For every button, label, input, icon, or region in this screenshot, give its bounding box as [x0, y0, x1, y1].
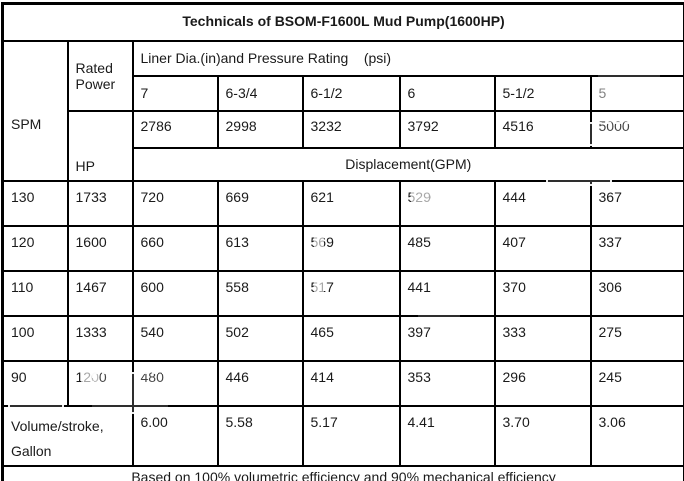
- displacement-value-cell: 485: [398, 224, 496, 272]
- volume-stroke-value-cell: 5.17: [301, 404, 401, 468]
- displacement-value-cell: 407: [493, 224, 592, 272]
- table-title: Technicals of BSOM-F1600L Mud Pump(1600H…: [1, 2, 684, 42]
- pressure-cell: 4516: [493, 109, 592, 149]
- spm-value-cell: 130: [1, 179, 69, 227]
- displacement-value-cell: 370: [493, 269, 592, 317]
- displacement-value-cell: 660: [131, 224, 219, 272]
- hp-value-cell: 1733: [66, 179, 134, 227]
- pressure-cell: 3232: [301, 109, 401, 149]
- volume-stroke-value-cell: 3.06: [589, 404, 684, 468]
- displacement-value-cell: 296: [493, 359, 592, 407]
- displacement-value-cell: 333: [493, 314, 592, 362]
- displacement-value-cell: 367: [589, 179, 684, 227]
- pressure-cell: 2998: [216, 109, 304, 149]
- rated-power-header-cell: Rated Power: [66, 39, 134, 112]
- displacement-value-cell: 621: [301, 179, 401, 227]
- displacement-value-cell: 353: [398, 359, 496, 407]
- displacement-value-cell: 441: [398, 269, 496, 317]
- volume-stroke-value-cell: 4.41: [398, 404, 496, 468]
- displacement-value-cell: 306: [589, 269, 684, 317]
- displacement-value-cell: 414: [301, 359, 401, 407]
- hp-value-cell: 1600: [66, 224, 134, 272]
- pressure-cell: 3792: [398, 109, 496, 149]
- displacement-value-cell: 502: [216, 314, 304, 362]
- displacement-value-cell: 480: [131, 359, 219, 407]
- spm-value-cell: 100: [1, 314, 69, 362]
- displacement-value-cell: 444: [493, 179, 592, 227]
- displacement-value-cell: 245: [589, 359, 684, 407]
- volume-stroke-value-cell: 5.58: [216, 404, 304, 468]
- liner-size-cell: 7: [131, 74, 219, 112]
- liner-size-cell: 6: [398, 74, 496, 112]
- hp-value-cell: 1467: [66, 269, 134, 317]
- liner-dia-header-cell: Liner Dia.(in)and Pressure Rating (psi): [131, 39, 684, 77]
- displacement-value-cell: 669: [216, 179, 304, 227]
- hp-value-cell: 1333: [66, 314, 134, 362]
- liner-size-cell: 5-1/2: [493, 74, 592, 112]
- footer-note: Based on 100% volumetric efficiency and …: [1, 465, 684, 481]
- displacement-value-cell: 613: [216, 224, 304, 272]
- displacement-value-cell: 397: [398, 314, 496, 362]
- spm-value-cell: 120: [1, 224, 69, 272]
- spm-value-cell: 90: [1, 359, 69, 407]
- displacement-value-cell: 337: [589, 224, 684, 272]
- displacement-value-cell: 600: [131, 269, 219, 317]
- displacement-value-cell: 558: [216, 269, 304, 317]
- volume-stroke-value-cell: 3.70: [493, 404, 592, 468]
- hp-header-cell: HP: [66, 109, 134, 182]
- spm-header-cell: SPM: [1, 39, 69, 182]
- liner-size-cell: 6-3/4: [216, 74, 304, 112]
- pressure-cell: 2786: [131, 109, 219, 149]
- hp-value-cell: 1200: [66, 359, 134, 407]
- liner-size-cell: 6-1/2: [301, 74, 401, 112]
- spm-value-cell: 110: [1, 269, 69, 317]
- volume-stroke-value-cell: 6.00: [131, 404, 219, 468]
- displacement-value-cell: 465: [301, 314, 401, 362]
- displacement-header-cell: Displacement(GPM): [131, 146, 684, 182]
- volume-stroke-label-cell: Volume/stroke, Gallon: [1, 404, 134, 468]
- liner-size-cell: 5: [589, 74, 684, 112]
- displacement-value-cell: 540: [131, 314, 219, 362]
- displacement-value-cell: 517: [301, 269, 401, 317]
- pressure-cell: 5000: [589, 109, 684, 149]
- displacement-value-cell: 446: [216, 359, 304, 407]
- displacement-value-cell: 569: [301, 224, 401, 272]
- displacement-value-cell: 720: [131, 179, 219, 227]
- displacement-value-cell: 275: [589, 314, 684, 362]
- displacement-value-cell: 529: [398, 179, 496, 227]
